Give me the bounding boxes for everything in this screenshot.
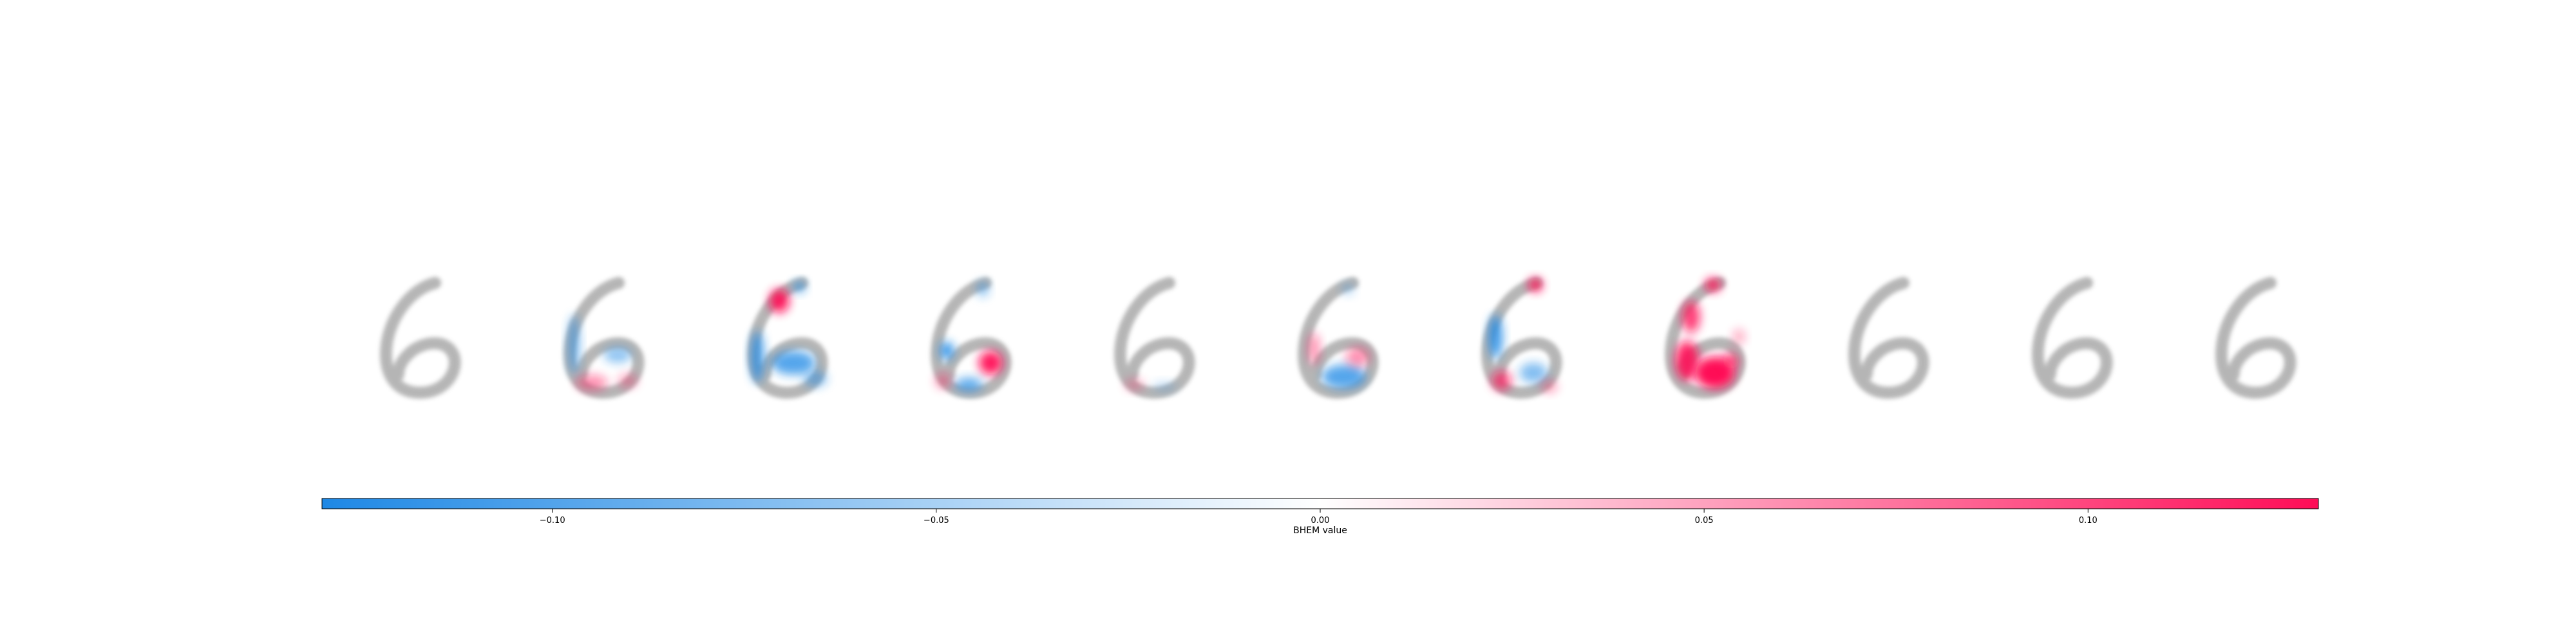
attribution-mark [803, 370, 828, 387]
colorbar-tick-label: 0.00 [1311, 516, 1330, 526]
colorbar-tick-label: −0.05 [923, 516, 949, 526]
attribution-mark [940, 341, 954, 360]
colorbar-label: BHEM value [1293, 526, 1347, 536]
attribution-mark [954, 377, 983, 392]
colorbar-tick-label: 0.05 [1695, 516, 1714, 526]
attribution-mark [1675, 341, 1700, 381]
attribution-mark [1541, 381, 1558, 393]
attribution-mark [1341, 283, 1354, 295]
colorbar-ticks: −0.10 −0.05 0.00 0.05 0.10 [540, 509, 2098, 526]
digit-panel-1 [380, 277, 461, 399]
attribution-mark [618, 374, 638, 388]
attribution-mark [750, 330, 764, 383]
digit-panel-5 [1114, 277, 1195, 399]
attribution-mark [1681, 301, 1700, 333]
attribution-mark [976, 281, 989, 297]
digit-stroke [2032, 277, 2113, 399]
digit-panel-6 [1298, 277, 1379, 399]
attribution-mark [576, 374, 608, 391]
attribution-mark [1528, 278, 1543, 292]
attribution-mark [1152, 381, 1177, 392]
attribution-mark [934, 372, 951, 389]
attribution-mark [1723, 352, 1739, 369]
attribution-mark [1488, 314, 1503, 359]
digit-stroke [1114, 277, 1195, 399]
digit-panel-9 [1848, 277, 1929, 399]
attribution-mark [1492, 370, 1511, 391]
attribution-mark [769, 289, 790, 313]
attribution-mark [1732, 328, 1745, 345]
attribution-mark [978, 350, 1003, 375]
digit-panel-10 [2032, 277, 2113, 399]
attribution-mark [1705, 278, 1721, 292]
attribution-mark [603, 346, 632, 363]
digit-stroke [931, 277, 1012, 399]
digit-panel-7 [1481, 277, 1562, 399]
attribution-mark [567, 314, 580, 375]
attribution-mark [771, 350, 815, 375]
digit-stroke [747, 277, 828, 399]
digit-panel-8 [1665, 277, 1746, 399]
attribution-mark [1321, 365, 1366, 389]
digit-panel-4 [931, 277, 1012, 399]
colorbar-tick-label: 0.10 [2079, 516, 2098, 526]
digit-panel-2 [564, 277, 645, 399]
colorbar: −0.10 −0.05 0.00 0.05 0.10 BHEM value [321, 498, 2319, 536]
attribution-mark [1124, 379, 1144, 391]
digit-stroke [1848, 277, 1929, 399]
digit-panel-11 [2215, 277, 2297, 399]
digit-stroke [1298, 277, 1379, 399]
digit-stroke [380, 277, 461, 399]
attribution-mark [1519, 363, 1548, 383]
digit-stroke [2215, 277, 2297, 399]
digit-panel-3 [747, 277, 828, 399]
attribution-mark [793, 281, 806, 293]
colorbar-tick-label: −0.10 [540, 516, 565, 526]
attribution-mark [1308, 332, 1320, 365]
attribution-mark [1345, 346, 1370, 367]
digit-panels [380, 277, 2297, 399]
colorbar-gradient [321, 498, 2319, 509]
